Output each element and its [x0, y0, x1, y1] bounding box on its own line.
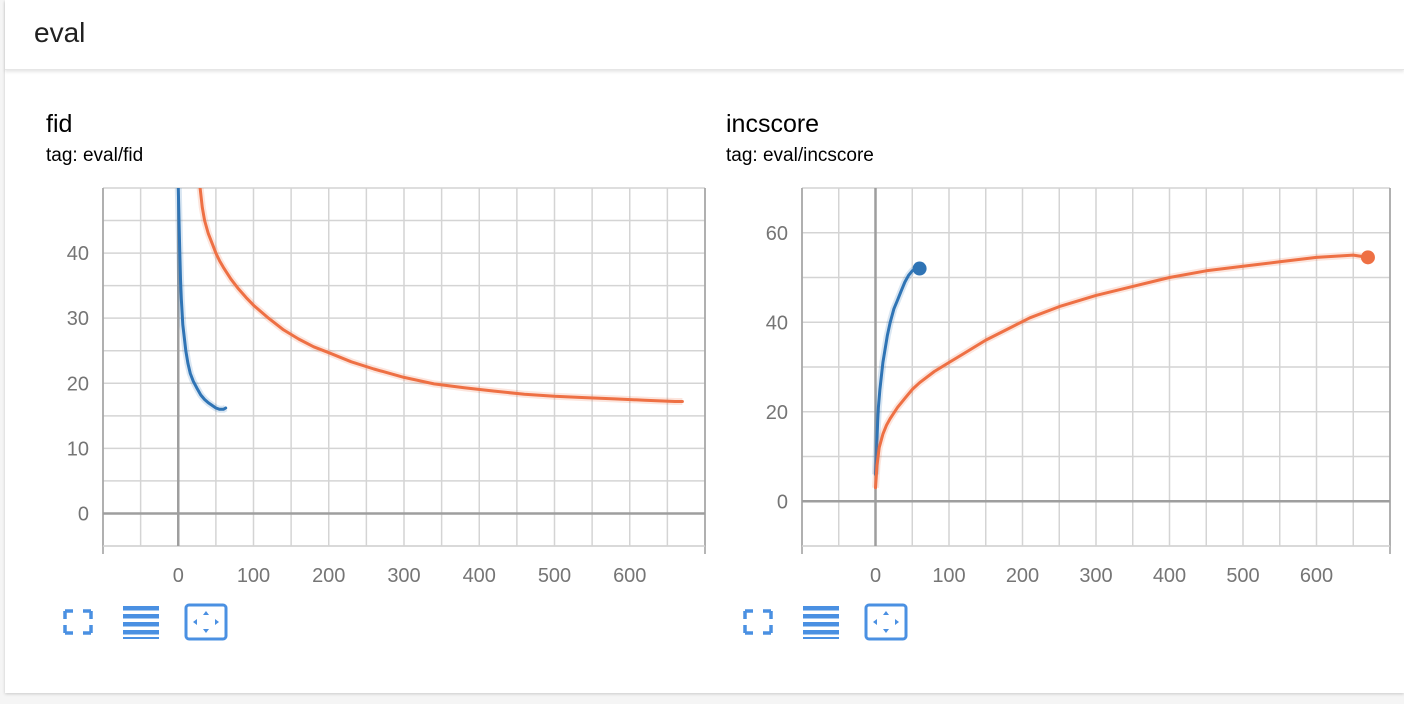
grid	[102, 187, 706, 554]
y-tick-label: 60	[766, 223, 788, 245]
eval-pane: eval fid tag: eval/fid 0 100 200 300 400 500 6…	[5, 0, 1404, 693]
chart-card-incscore: incscore tag: eval/incscore 0 100 200 300 40…	[685, 70, 1391, 670]
x-tick-label: 600	[613, 565, 646, 587]
x-tick-label: 500	[1226, 565, 1259, 587]
incscore-chart[interactable]: 0 100 200 300 400 500 600 0 20 40 60	[685, 70, 1404, 670]
x-tick-label: 200	[1006, 565, 1039, 587]
y-tick-label: 0	[777, 491, 788, 513]
fit-domain-button[interactable]	[735, 602, 781, 642]
y-tick-label: 40	[766, 312, 788, 334]
toggle-expand-icon	[864, 603, 908, 641]
series-line-1	[874, 253, 1370, 490]
x-tick-label: 0	[173, 565, 184, 587]
grid	[801, 187, 1391, 554]
x-tick-label: 200	[312, 565, 345, 587]
x-tick-label: 300	[1079, 565, 1112, 587]
y-tick-label: 20	[766, 402, 788, 424]
fit-domain-icon	[63, 609, 93, 635]
y-tick-label: 30	[67, 308, 89, 330]
chart-title: fid	[46, 110, 73, 138]
series-line-0	[874, 267, 922, 476]
x-tick-label: 300	[387, 565, 420, 587]
chart-card-fid: fid tag: eval/fid 0 100 200 300 400 500 600 0 10…	[5, 70, 706, 670]
log-scale-icon	[803, 606, 839, 639]
series-line-1	[198, 188, 684, 403]
log-scale-icon	[123, 606, 159, 639]
fit-domain-icon	[743, 609, 773, 635]
pane-title: eval	[34, 17, 86, 48]
x-tick-label: 100	[237, 565, 270, 587]
series-end-marker	[912, 261, 927, 276]
y-tick-label: 20	[67, 373, 89, 395]
log-scale-button[interactable]	[799, 602, 845, 642]
pane-header[interactable]: eval	[5, 0, 1404, 70]
toggle-expand-button[interactable]	[863, 602, 909, 642]
toggle-expand-icon	[184, 603, 228, 641]
x-tick-label: 400	[1153, 565, 1186, 587]
log-scale-button[interactable]	[119, 602, 165, 642]
x-tick-label: 500	[538, 565, 571, 587]
toggle-expand-button[interactable]	[183, 602, 229, 642]
x-tick-label: 400	[463, 565, 496, 587]
chart-title: incscore	[726, 110, 820, 138]
y-tick-label: 40	[67, 243, 89, 265]
chart-tag: tag: eval/incscore	[726, 145, 874, 166]
series-line-0	[176, 188, 228, 411]
fid-chart[interactable]: 0 100 200 300 400 500 600 0 10 20 30 40	[5, 70, 706, 670]
x-tick-label: 0	[870, 565, 881, 587]
fit-domain-button[interactable]	[55, 602, 101, 642]
series-end-marker	[1360, 250, 1375, 265]
x-tick-label: 600	[1300, 565, 1333, 587]
y-tick-label: 10	[67, 438, 89, 460]
chart-tag: tag: eval/fid	[46, 145, 144, 166]
x-tick-label: 100	[932, 565, 965, 587]
y-tick-label: 0	[78, 503, 89, 525]
